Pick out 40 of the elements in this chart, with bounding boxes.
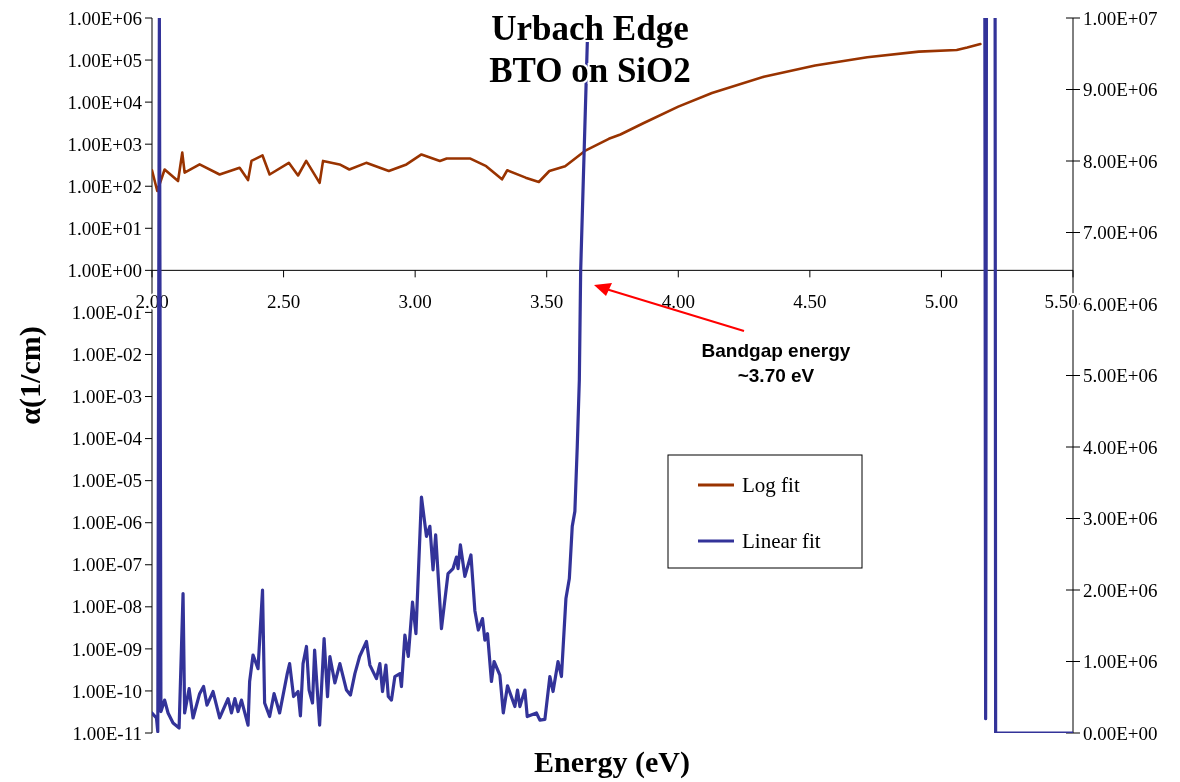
y-tick-label: 1.00E-03 [71,386,142,408]
y-tick-label: 1.00E+06 [67,7,142,29]
x-tick-label: 3.00 [398,291,432,313]
y-tick-label: 1.00E-09 [71,638,142,660]
y-axis-title: α(1/cm) [13,326,47,425]
x-tick-label: 5.50 [1044,291,1078,313]
y-tick-label: 1.00E+05 [67,49,142,71]
legend-label: Linear fit [742,529,821,554]
x-tick-label: 2.50 [266,291,301,313]
y2-tick-label: 8.00E+06 [1083,150,1158,172]
y2-tick-label: 9.00E+06 [1083,79,1158,101]
annotation: Bandgap energy ~3.70 eV [701,340,851,386]
y-tick-label: 1.00E-05 [71,470,142,492]
y2-tick-label: 4.00E+06 [1083,436,1158,458]
y-tick-label: 1.00E-08 [71,596,142,618]
x-axis-title: Energy (eV) [534,745,690,779]
y-tick-label: 1.00E+04 [67,91,143,113]
y2-tick-label: 2.00E+06 [1083,579,1158,601]
y-tick-label: 1.00E+01 [67,217,142,239]
y2-tick-label: 7.00E+06 [1083,222,1158,244]
y-tick-label: 1.00E+02 [67,175,142,197]
y2-tick-label: 1.00E+07 [1083,7,1158,29]
y-tick-label: 1.00E+03 [67,133,142,155]
y-tick-label: 1.00E-02 [71,344,142,366]
y2-tick-label: 3.00E+06 [1083,508,1158,530]
y-tick-label: 1.00E-06 [71,512,142,534]
x-tick-label: 3.50 [530,291,564,313]
y-tick-label: 1.00E-11 [72,722,142,744]
y-tick-label: 1.00E-07 [71,554,142,576]
y2-tick-label: 6.00E+06 [1083,293,1158,315]
x-tick-label: 5.00 [924,291,959,313]
y2-tick-label: 1.00E+06 [1083,651,1158,673]
y-tick-label: 1.00E+00 [67,260,142,281]
legend-label: Log fit [742,473,800,498]
y-tick-label: 1.00E-10 [71,680,142,702]
x-tick-label: 4.00 [661,291,695,313]
y2-tick-label: 0.00E+00 [1083,722,1158,744]
y-tick-label: 1.00E-04 [71,428,143,450]
x-tick-label: 4.50 [793,291,827,313]
y2-tick-label: 5.00E+06 [1083,365,1158,387]
